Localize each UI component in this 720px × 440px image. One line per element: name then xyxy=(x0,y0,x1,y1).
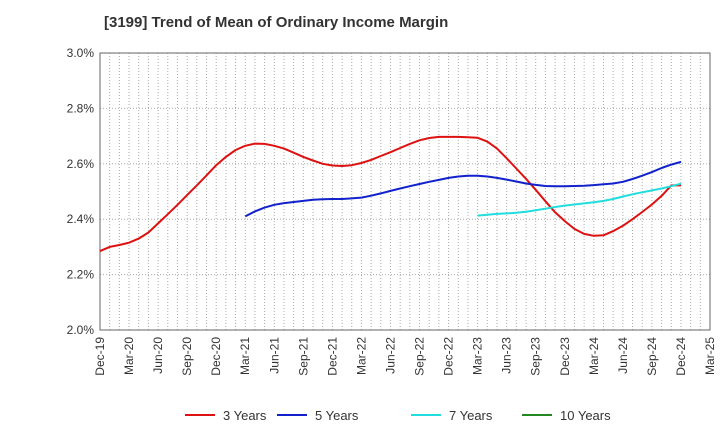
x-tick-label: Dec-20 xyxy=(209,337,223,376)
x-axis-ticks: Dec-19 Mar-20 Jun-20 Sep-20 Dec-20 Mar-21 Jun-… xyxy=(93,337,717,376)
series-line-3 xyxy=(477,182,682,217)
x-tick-label: Mar-22 xyxy=(354,337,368,375)
legend-label: 5 Years xyxy=(315,408,359,423)
legend-label: 7 Years xyxy=(449,408,493,423)
y-tick-label: 3.0% xyxy=(67,46,95,60)
y-tick-label: 2.8% xyxy=(67,101,95,115)
plot-area-border xyxy=(99,52,711,331)
y-tick-label: 2.4% xyxy=(67,212,95,226)
x-tick-label: Sep-22 xyxy=(413,337,427,376)
x-tick-label: Dec-22 xyxy=(442,337,456,376)
x-tick-label: Dec-21 xyxy=(325,337,339,376)
x-tick-label: Mar-23 xyxy=(471,337,485,375)
y-tick-label: 2.6% xyxy=(67,157,95,171)
chart-title: [3199] Trend of Mean of Ordinary Income … xyxy=(104,14,449,31)
legend-label: 3 Years xyxy=(223,408,267,423)
x-tick-label: Dec-23 xyxy=(558,337,572,376)
x-tick-label: Dec-24 xyxy=(674,337,688,376)
series-line-1 xyxy=(99,135,681,253)
x-tick-label: Sep-21 xyxy=(296,337,310,376)
x-tick-label: Sep-23 xyxy=(529,337,543,376)
legend: 3 Years 5 Years 7 Years 10 Years xyxy=(185,408,611,423)
series-lines xyxy=(99,135,682,253)
x-tick-label: Jun-23 xyxy=(500,337,514,374)
x-tick-label: Jun-24 xyxy=(616,337,630,374)
y-tick-label: 2.2% xyxy=(67,268,95,282)
x-tick-label: Mar-25 xyxy=(703,337,717,375)
y-axis-ticks: 2.0% 2.2% 2.4% 2.6% 2.8% 3.0% xyxy=(67,46,95,337)
x-tick-label: Mar-21 xyxy=(238,337,252,375)
legend-label: 10 Years xyxy=(560,408,611,423)
x-tick-label: Jun-21 xyxy=(267,337,281,374)
x-tick-label: Mar-24 xyxy=(587,337,601,375)
gridlines xyxy=(100,53,710,330)
x-tick-label: Mar-20 xyxy=(122,337,136,375)
x-tick-label: Sep-24 xyxy=(645,337,659,376)
x-tick-label: Jun-20 xyxy=(151,337,165,374)
x-tick-label: Dec-19 xyxy=(93,337,107,376)
x-tick-label: Sep-20 xyxy=(180,337,194,376)
y-tick-label: 2.0% xyxy=(67,323,95,337)
series-line-2 xyxy=(244,160,682,218)
x-tick-label: Jun-22 xyxy=(383,337,397,374)
